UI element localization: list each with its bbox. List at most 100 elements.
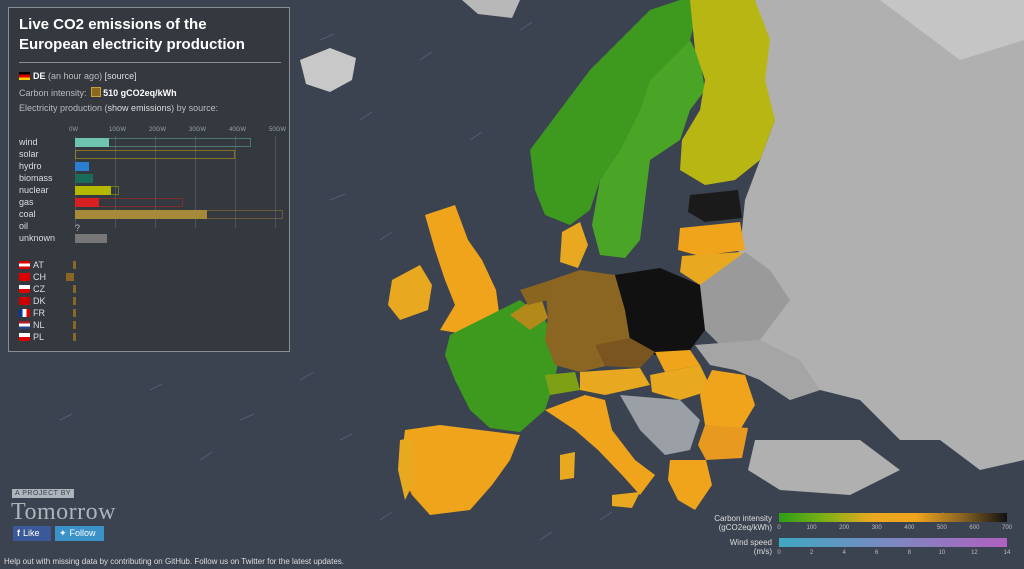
- carbon-legend-title-line1: Carbon intensity: [714, 514, 772, 523]
- exchange-code: PL: [33, 332, 45, 342]
- legend-tick: 2: [809, 550, 814, 556]
- exchange-code: DK: [33, 296, 46, 306]
- hungary[interactable]: [650, 365, 712, 400]
- legend-tick: 200: [839, 525, 850, 531]
- axis-tick-label: 10GW: [109, 127, 127, 133]
- oil-unknown-mark: ?: [75, 223, 81, 233]
- source-label-coal: coal: [19, 209, 36, 219]
- belgium[interactable]: [510, 295, 548, 330]
- iceland[interactable]: [300, 48, 356, 92]
- slovakia[interactable]: [655, 350, 700, 372]
- poland[interactable]: [615, 268, 705, 355]
- follow-label: Follow: [69, 528, 96, 538]
- production-bar-coal[interactable]: [75, 210, 207, 219]
- exchange-row-fr[interactable]: FR: [19, 308, 45, 318]
- switzerland[interactable]: [545, 372, 580, 395]
- legend-tick: 600: [969, 525, 980, 531]
- production-bar-hydro[interactable]: [75, 162, 89, 171]
- arctic-islands[interactable]: [880, 0, 1024, 60]
- austria[interactable]: [580, 368, 650, 395]
- spain[interactable]: [400, 425, 520, 515]
- facebook-like-button[interactable]: f Like: [13, 526, 51, 541]
- exchange-bar-at: [73, 261, 76, 269]
- axis-tick-label: 30GW: [189, 127, 207, 133]
- finland[interactable]: [680, 0, 775, 185]
- carbon-swatch: [91, 87, 102, 97]
- source-label-gas: gas: [19, 197, 34, 207]
- svalbard[interactable]: [462, 0, 520, 18]
- bulgaria[interactable]: [698, 425, 748, 460]
- wind-legend-bar: [779, 538, 1007, 547]
- balkans[interactable]: [620, 395, 700, 455]
- romania[interactable]: [700, 370, 755, 430]
- ukraine[interactable]: [695, 340, 820, 400]
- production-bar-nuclear[interactable]: [75, 186, 111, 195]
- axis-gridline: [115, 136, 116, 228]
- denmark[interactable]: [560, 222, 588, 268]
- greece[interactable]: [668, 460, 712, 510]
- portugal[interactable]: [398, 438, 415, 500]
- exchange-row-pl[interactable]: PL: [19, 332, 44, 342]
- exchange-code: CH: [33, 272, 46, 282]
- carbon-legend-title: Carbon intensity (gCO2eq/kWh): [690, 514, 772, 532]
- source-label-oil: oil: [19, 221, 29, 231]
- help-text: Help out with missing data by contributi…: [4, 557, 345, 566]
- nl-flag-icon: [19, 321, 30, 329]
- exchange-bar-nl: [73, 321, 76, 329]
- legend-tick: 14: [1003, 550, 1011, 556]
- legend-tick: 100: [806, 525, 817, 531]
- turkey[interactable]: [748, 440, 900, 495]
- source-link[interactable]: [source]: [104, 71, 137, 81]
- production-prefix: Electricity production (: [19, 103, 108, 113]
- sardinia[interactable]: [560, 452, 575, 480]
- exchange-code: NL: [33, 320, 45, 330]
- facebook-icon: f: [17, 528, 20, 538]
- fr-flag-icon: [19, 309, 30, 317]
- page-title: Live CO2 emissions of the European elect…: [19, 16, 245, 53]
- ireland[interactable]: [388, 265, 432, 320]
- carbon-label: Carbon intensity:: [19, 88, 87, 98]
- production-suffix: ) by source:: [171, 103, 219, 113]
- estonia[interactable]: [688, 190, 742, 222]
- legend-tick: 12: [971, 550, 978, 556]
- exchange-row-ch[interactable]: CH: [19, 272, 46, 282]
- czech-republic[interactable]: [595, 338, 655, 368]
- latvia[interactable]: [678, 222, 745, 256]
- production-bar-wind[interactable]: [75, 138, 109, 147]
- carbon-legend-ticks: 0 100 200 300 400 500 600 700: [777, 525, 1012, 535]
- production-bar-unknown[interactable]: [75, 234, 107, 243]
- source-label-unknown: unknown: [19, 233, 56, 243]
- tomorrow-logo[interactable]: Tomorrow: [11, 499, 116, 525]
- legend-tick: 8: [907, 550, 911, 556]
- wind-legend-title: Wind speed (m/s): [690, 538, 772, 556]
- production-bar-biomass[interactable]: [75, 174, 93, 183]
- netherlands[interactable]: [520, 282, 548, 305]
- exchange-row-nl[interactable]: NL: [19, 320, 45, 330]
- legend-tick: 700: [1001, 525, 1013, 531]
- belarus[interactable]: [695, 252, 790, 345]
- exchange-row-dk[interactable]: DK: [19, 296, 46, 306]
- country-code: DE: [33, 71, 46, 81]
- norway[interactable]: [530, 0, 700, 225]
- united-kingdom[interactable]: [425, 205, 500, 335]
- show-emissions-link[interactable]: show emissions: [107, 103, 172, 113]
- exchange-row-at[interactable]: AT: [19, 260, 44, 270]
- project-by-label: A PROJECT BY: [12, 489, 75, 498]
- axis-tick-label: 50GW: [269, 127, 287, 133]
- france[interactable]: [445, 300, 560, 432]
- exchange-row-cz[interactable]: CZ: [19, 284, 45, 294]
- wind-legend-ticks: 0 2 4 6 8 10 12 14: [777, 550, 1010, 560]
- sweden[interactable]: [592, 40, 705, 258]
- legend-tick: 0: [777, 550, 781, 556]
- sicily[interactable]: [612, 492, 640, 508]
- capacity-bar-solar: [75, 150, 235, 159]
- italy[interactable]: [545, 395, 655, 495]
- carbon-legend-title-line2: (gCO2eq/kWh): [718, 523, 772, 532]
- exchange-bar-dk: [73, 297, 76, 305]
- source-label-wind: wind: [19, 137, 38, 147]
- legend-tick: 4: [842, 550, 846, 556]
- production-bar-gas[interactable]: [75, 198, 99, 207]
- title-divider: [19, 62, 281, 63]
- twitter-follow-button[interactable]: ✦ Follow: [55, 526, 104, 541]
